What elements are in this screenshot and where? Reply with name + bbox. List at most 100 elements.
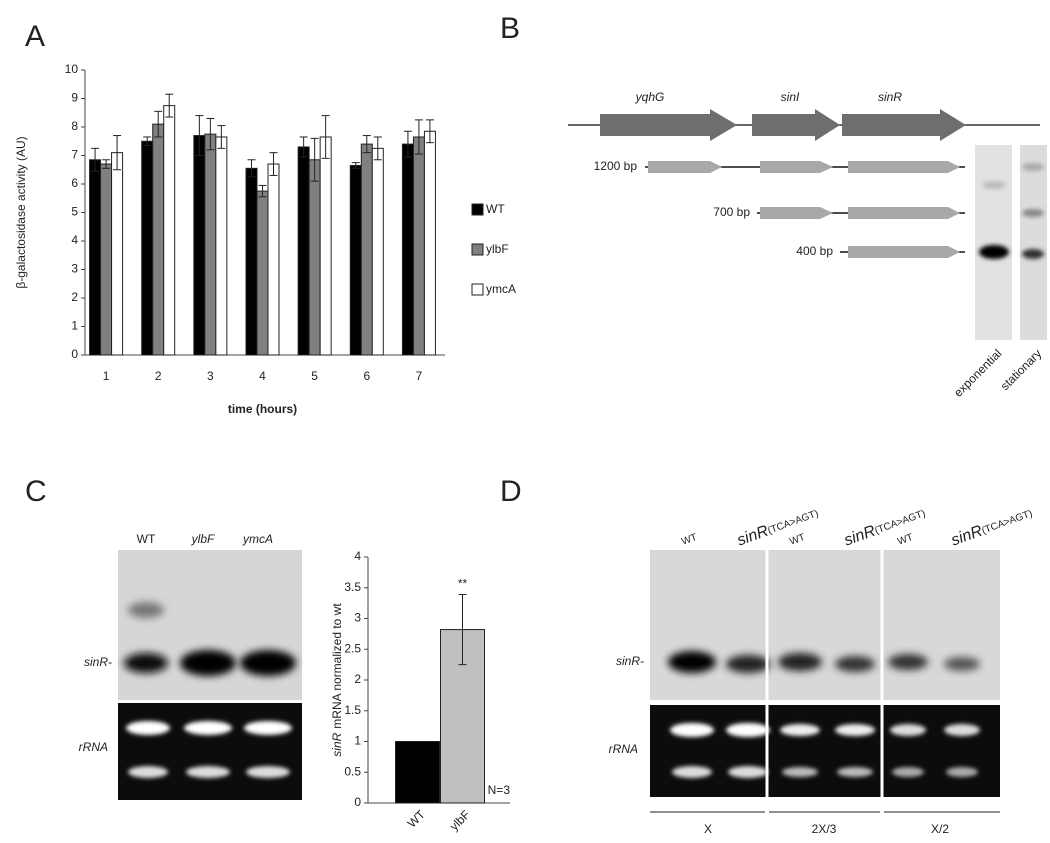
bar [111,152,124,356]
gel-c: WT ylbF ymcA sinR- rRNA [79,532,302,800]
error-bar [373,136,382,161]
legend-swatch [471,203,484,216]
y-axis-label-text: mRNA normalized to wt [330,603,344,729]
error-bar [321,115,330,159]
lane-label: stationary [998,346,1045,393]
bar [267,163,280,356]
group-label: X/2 [931,822,949,836]
error-bar [206,117,215,151]
x-tick-label: ylbF [447,807,473,833]
legend-label: ymcA [486,282,516,296]
operon-diagram: yqhG sinI sinR 1200 bp 700 bp 400 bp exp… [568,90,1047,400]
error-bar [247,159,256,178]
legend-label: ylbF [486,242,509,256]
y-axis-label-gene: sinR [330,732,344,756]
x-axis-label: time (hours) [228,402,297,416]
y-tick-label: 4 [71,233,78,247]
bar [100,163,113,356]
y-axis-label: β-galactosidase activity (AU) [14,136,28,288]
lane-name: WT [896,532,914,548]
bar [349,164,362,356]
group-label: 2X/3 [812,822,837,836]
row-label: rRNA [79,740,108,754]
gene-label: sinI [781,90,800,104]
panel-label: C [25,475,47,508]
y-tick-label: 3 [71,262,78,276]
lane-label: sinR(TCA>AGT) [842,505,928,550]
lane-name: WT [788,532,806,548]
y-tick-label: 4 [354,549,361,563]
bar [215,136,228,356]
y-tick-label: 0 [354,795,361,809]
note: N=3 [488,783,511,797]
bar [163,105,176,356]
y-tick-label: 3.5 [344,580,361,594]
bar [152,123,165,356]
error-bar [143,136,152,147]
bar [395,741,440,804]
y-tick-label: 9 [71,91,78,105]
lane-label: ylbF [191,532,215,546]
y-tick-label: 7 [71,148,78,162]
y-tick-label: 1.5 [344,703,361,717]
bar [308,159,321,356]
row-label: rRNA [609,742,638,756]
x-tick-label: 1 [103,369,110,383]
lane-label: WT [680,532,698,548]
lane-label: ymcA [242,532,273,546]
error-bar [113,135,122,171]
lane-label: sinR(TCA>AGT) [949,505,1035,550]
bar [141,140,154,356]
bar [245,167,258,356]
lane-label: WT [788,532,806,548]
x-tick-label: 3 [207,369,214,383]
error-bar [362,135,371,154]
lane-subscript: (TCA>AGT) [980,508,1034,536]
error-bar [458,594,467,666]
x-tick-label: 5 [311,369,318,383]
bar [204,133,217,356]
error-bar [351,162,360,169]
y-tick-label: 8 [71,119,78,133]
error-bar [217,125,226,149]
y-tick-label: 10 [65,62,79,76]
y-tick-label: 2 [354,672,361,686]
error-bar [258,184,267,198]
bar [401,143,414,356]
x-tick-label: WT [405,807,429,831]
error-bar [102,159,111,169]
lane-name: WT [680,532,698,548]
error-bar [154,110,163,138]
lane-label: sinR(TCA>AGT) [735,505,821,550]
y-tick-label: 6 [71,176,78,190]
error-bar [269,152,278,176]
bar [89,159,102,356]
panel-label: D [500,475,522,508]
bar [371,147,384,356]
row-label: sinR- [84,655,112,669]
gene-label: yqhG [635,90,665,104]
y-tick-label: 2 [71,290,78,304]
transcript-label: 400 bp [796,244,833,258]
y-tick-label: 1 [354,734,361,748]
error-bar [165,93,174,118]
transcript-label: 1200 bp [594,159,638,173]
y-axis-label: sinR mRNA normalized to wt [330,603,344,757]
y-tick-label: 2.5 [344,641,361,655]
lane-label: WT [137,532,156,546]
error-bar [425,119,434,144]
bar [423,130,436,356]
bar [360,143,373,356]
transcript-label: 700 bp [713,205,750,219]
y-tick-label: 0 [71,347,78,361]
x-tick-label: 2 [155,369,162,383]
bar [193,135,206,356]
error-bar [195,115,204,156]
bar [319,136,332,356]
error-bar [299,136,308,158]
lane-subscript: (TCA>AGT) [766,508,820,536]
error-bar [310,137,319,182]
row-label: sinR- [616,654,644,668]
x-tick-label: 7 [416,369,423,383]
significance: ** [458,577,468,591]
